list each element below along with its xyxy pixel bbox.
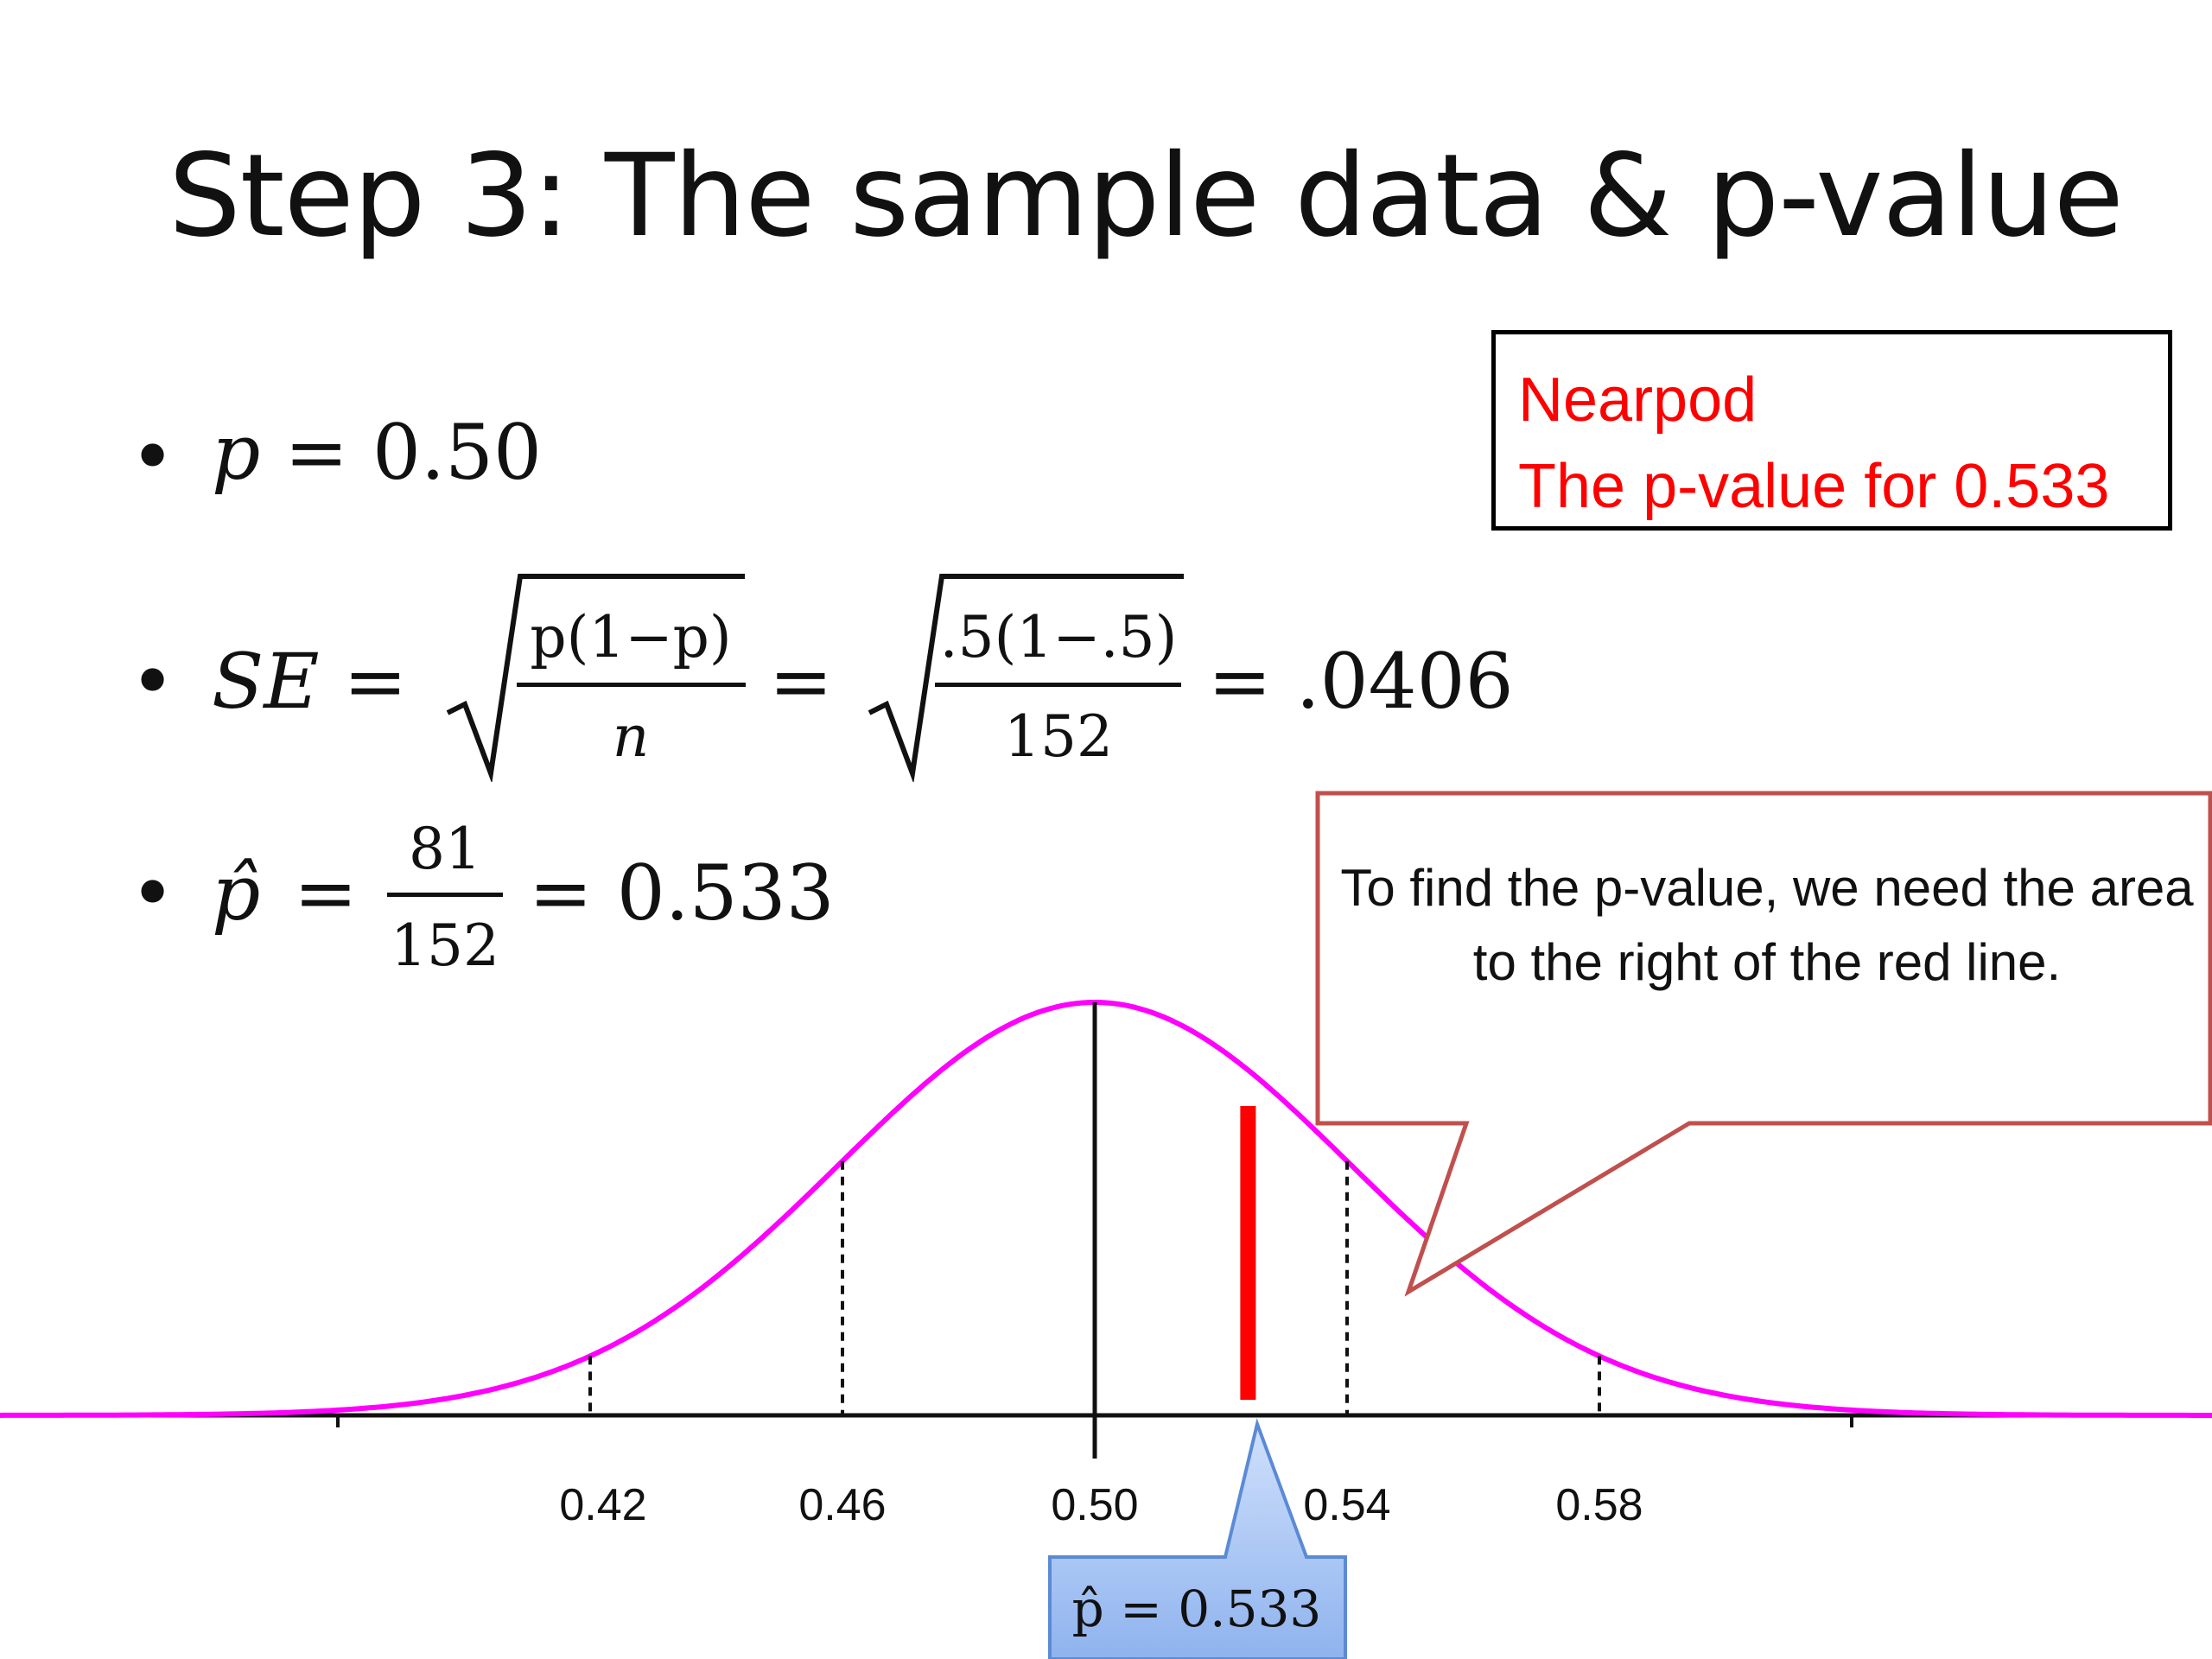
phat-equals: = — [294, 849, 358, 938]
phat-frac-bar — [387, 893, 503, 897]
callout-text: To find the p-value, we need the area to… — [1340, 859, 2194, 991]
se-lhs: SE = — [212, 637, 408, 726]
p-variable: p — [212, 408, 261, 497]
se-frac2-denominator: 152 — [1004, 703, 1113, 770]
slide-title: Step 3: The sample data & p-value — [168, 130, 2124, 263]
se-frac1-numerator: p(1−p) — [530, 604, 732, 671]
phat-denominator: 152 — [391, 912, 499, 979]
nearpod-box: Nearpod The p-value for 0.533 — [1491, 330, 2172, 531]
bullet-dot: • — [130, 412, 176, 503]
sqrt-sign-2 — [868, 574, 1184, 782]
se-frac2-bar — [935, 683, 1181, 687]
phat-result: = 0.533 — [529, 849, 835, 938]
se-frac1-denominator: n — [612, 703, 650, 770]
x-tick-label: 0.42 — [559, 1480, 647, 1530]
phat-symbol: p̂ — [212, 849, 261, 938]
phat-numerator: 81 — [409, 816, 481, 882]
bullet-dot: • — [130, 849, 176, 939]
se-frac1-bar — [517, 683, 746, 687]
p-value-text: = 0.50 — [284, 408, 542, 497]
x-tick-label: 0.54 — [1303, 1480, 1391, 1530]
x-tick-label: 0.46 — [798, 1480, 887, 1530]
nearpod-line1: Nearpod — [1518, 365, 1758, 435]
phat-variable: p̂ — [212, 855, 260, 931]
se-equals: = — [769, 637, 833, 726]
nearpod-line2: The p-value for 0.533 — [1518, 452, 2110, 521]
x-tick-label: 0.58 — [1555, 1480, 1643, 1530]
se-frac2-numerator: .5(1−.5) — [939, 604, 1178, 671]
sqrt-sign-1 — [446, 574, 745, 782]
normal-curve — [0, 999, 2212, 1418]
x-tick-label: 0.50 — [1051, 1480, 1139, 1530]
bullet-dot: • — [130, 637, 176, 728]
se-result: = .0406 — [1208, 637, 1514, 726]
p-equation: p = 0.50 — [212, 415, 542, 491]
se-label: SE = — [212, 644, 407, 720]
phat-callout-text: p̂ = 0.533 — [1071, 1580, 1322, 1638]
